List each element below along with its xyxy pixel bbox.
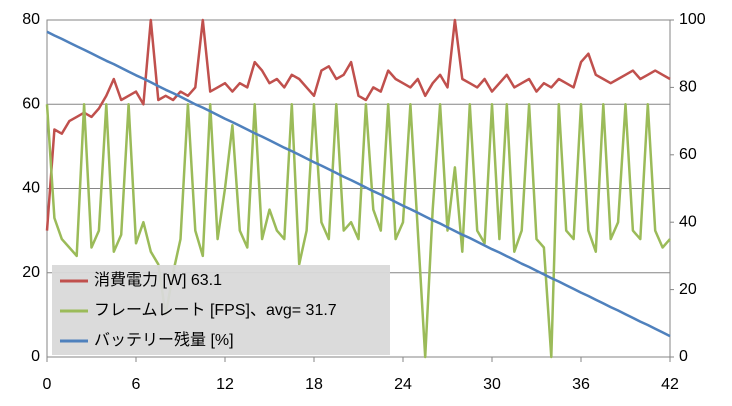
- y2-tick-label: 20: [679, 281, 697, 298]
- x-tick-label: 6: [132, 376, 141, 393]
- y-tick-label: 40: [22, 180, 40, 197]
- series-line: [46, 30, 671, 338]
- y-tick-label: 0: [31, 348, 40, 365]
- x-tick-label: 42: [661, 376, 679, 393]
- legend-label: フレームレート [FPS]、avg= 31.7: [94, 302, 337, 319]
- y2-tick-label: 0: [679, 348, 688, 365]
- y2-tick-label: 100: [679, 11, 706, 28]
- x-tick-label: 18: [305, 376, 323, 393]
- y-tick-label: 20: [22, 264, 40, 281]
- legend-box: [52, 265, 390, 355]
- series-line: [45, 103, 671, 359]
- y2-tick-label: 60: [679, 146, 697, 163]
- legend-label: 消費電力 [W] 63.1: [94, 271, 222, 289]
- y2-tick-label: 40: [679, 213, 697, 230]
- x-tick-label: 12: [216, 376, 234, 393]
- x-tick-label: 24: [394, 376, 412, 393]
- y2-tick-label: 80: [679, 79, 697, 96]
- plot-border: [46, 19, 671, 358]
- x-tick-label: 0: [43, 376, 52, 393]
- y-tick-label: 60: [22, 95, 40, 112]
- series-line: [45, 18, 671, 231]
- x-tick-label: 30: [483, 376, 501, 393]
- legend-label: バッテリー残量 [%]: [94, 331, 234, 349]
- x-tick-label: 36: [572, 376, 590, 393]
- y-tick-label: 80: [22, 11, 40, 28]
